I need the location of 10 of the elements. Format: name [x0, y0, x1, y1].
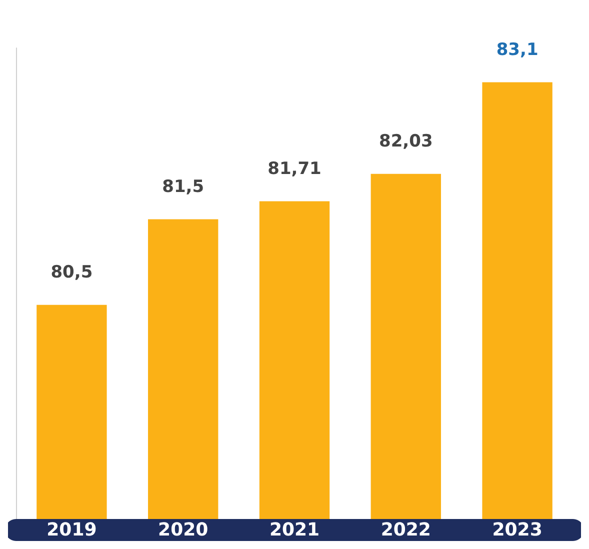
x-tick-label: 2022 — [380, 520, 431, 540]
data-label: 81,71 — [268, 158, 322, 179]
x-tick-label: 2020 — [158, 520, 208, 540]
data-label: 81,5 — [162, 176, 204, 197]
data-label: 83,1 — [496, 40, 538, 60]
x-tick-label: 2021 — [269, 520, 320, 540]
x-tick-label: 2023 — [492, 520, 542, 540]
data-label: 82,03 — [379, 131, 433, 152]
data-label: 80,5 — [50, 262, 93, 282]
x-tick-label: 2019 — [46, 520, 97, 540]
